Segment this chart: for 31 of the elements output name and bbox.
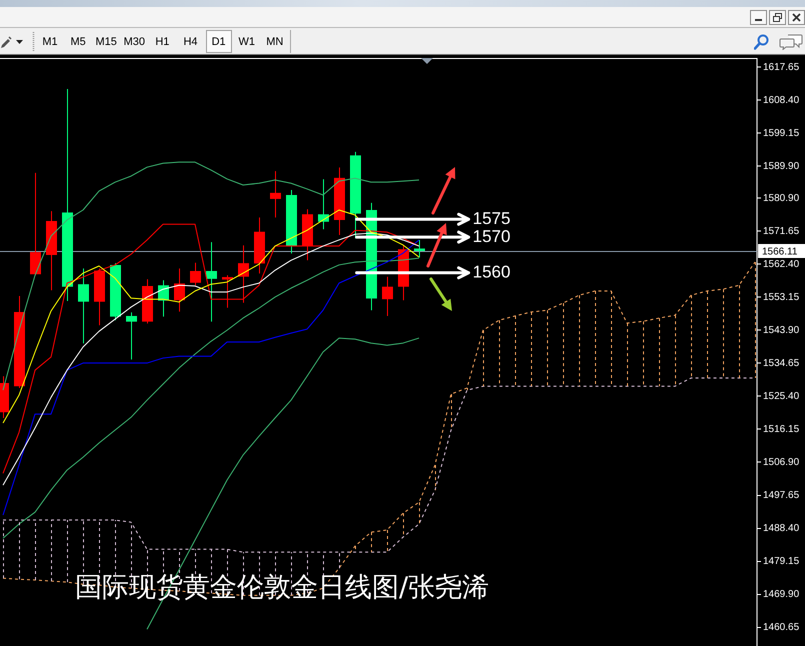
text: H4: [182, 35, 199, 50]
y-tick-label: 1543.90: [763, 324, 800, 336]
ref-line-label: 1560: [472, 262, 510, 282]
y-tick-label: 1525.40: [763, 390, 800, 402]
y-tick-label: 1589.90: [763, 160, 800, 172]
text: H1: [154, 35, 170, 50]
y-tick-label: 1580.90: [763, 192, 800, 204]
y-tick-label: 1608.40: [763, 94, 800, 106]
text: M30: [122, 35, 146, 50]
text: M1: [41, 35, 59, 50]
y-tick-label: 1506.90: [763, 457, 800, 468]
y-tick-label: 1516.15: [763, 424, 800, 435]
text: W1: [237, 35, 256, 50]
y-tick-label: 1460.65: [763, 622, 800, 634]
text: D1: [206, 30, 232, 53]
ref-line-label: 1575: [472, 208, 510, 228]
text: M15: [94, 35, 118, 50]
y-tick-label: 1599.15: [763, 128, 800, 139]
y-tick-label: 1562.40: [763, 258, 800, 270]
y-tick-label: 1571.65: [763, 226, 800, 237]
ref-line-label: 1566.11: [762, 246, 798, 258]
y-tick-label: 1534.65: [763, 358, 800, 369]
y-tick-label: 1469.90: [763, 589, 800, 600]
y-tick-label: 1617.65: [763, 62, 800, 73]
y-tick-label: 1479.15: [763, 556, 800, 568]
ref-line-label: 1570: [472, 226, 510, 246]
y-tick-label: 1553.15: [763, 292, 800, 303]
y-tick-label: 1497.65: [763, 490, 800, 502]
y-tick-label: 1488.40: [763, 523, 800, 534]
text: MN: [265, 35, 284, 50]
text: M5: [69, 35, 87, 50]
